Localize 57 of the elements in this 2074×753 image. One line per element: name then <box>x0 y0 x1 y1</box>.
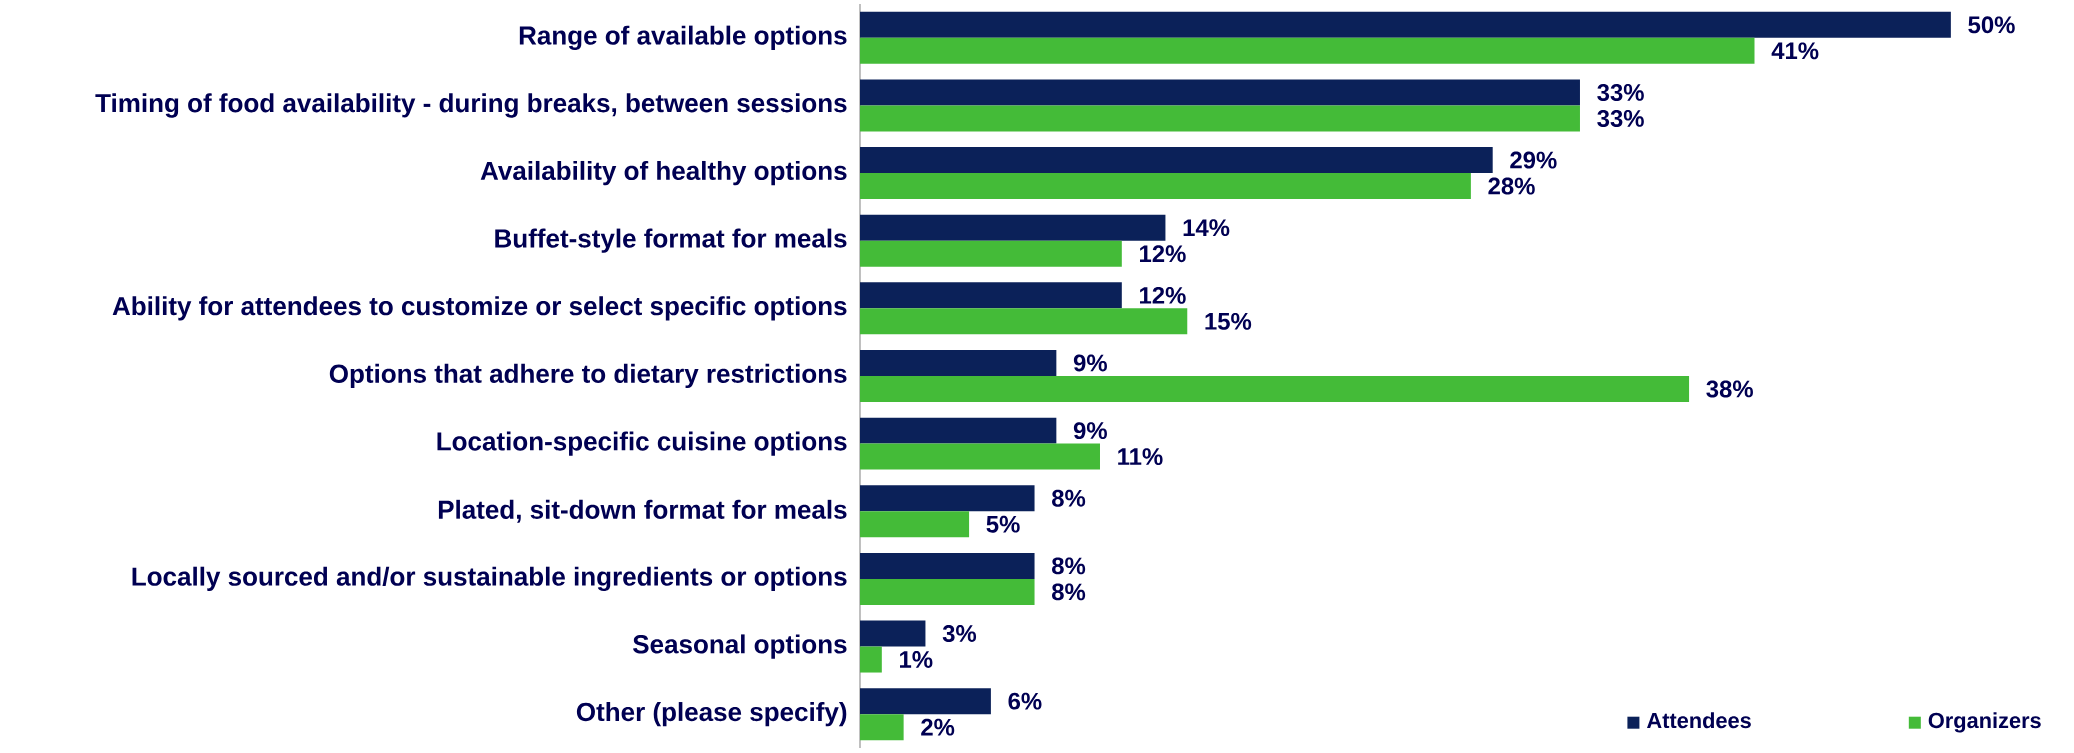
bar <box>860 646 882 673</box>
bar <box>860 105 1580 132</box>
y-tick-label: Timing of food availability - during breaks, between sessions <box>95 93 847 118</box>
bar <box>860 308 1188 335</box>
data-label: 14% <box>1183 219 1230 237</box>
bar <box>860 147 1493 174</box>
data-label: 15% <box>1205 312 1252 330</box>
bar <box>860 511 970 538</box>
bar <box>860 443 1100 470</box>
y-tick-label: Plated, sit-down format for meals <box>438 499 847 523</box>
data-label: 12% <box>1140 286 1186 304</box>
data-label: 38% <box>1706 380 1753 398</box>
data-label: 9% <box>1073 354 1107 372</box>
bar <box>860 282 1122 309</box>
data-label: 50% <box>1968 16 2015 34</box>
data-label: 2% <box>921 718 955 736</box>
bar <box>860 349 1057 376</box>
y-tick-label: Buffet-style format for meals <box>495 228 847 253</box>
bar <box>860 240 1122 267</box>
bar <box>860 552 1035 579</box>
data-label: 8% <box>1052 557 1086 575</box>
y-tick-label: Locally sourced and/or sustainable ingredients or options <box>132 566 847 592</box>
y-tick-label: Range of available options <box>519 25 847 50</box>
data-label: 3% <box>942 625 977 643</box>
bar <box>860 578 1035 605</box>
data-label: 6% <box>1008 692 1042 710</box>
legend-label: Organizers <box>1928 712 2041 733</box>
bar <box>860 79 1580 106</box>
data-label: 12% <box>1140 245 1186 263</box>
data-label: 41% <box>1771 42 1819 60</box>
y-tick-label: Options that adhere to dietary restrictions <box>329 363 847 389</box>
y-tick-label: Seasonal options <box>633 634 847 659</box>
y-tick-label: Ability for attendees to customize or select specific options <box>112 296 847 321</box>
data-label: 28% <box>1488 177 1535 195</box>
y-tick-label: Location-specific cuisine options <box>437 431 847 456</box>
legend-label: Attendees <box>1647 712 1751 729</box>
y-tick-label: Other (please specify) <box>576 702 847 727</box>
bar <box>860 620 926 647</box>
bar <box>860 375 1690 402</box>
data-label: 33% <box>1597 83 1644 101</box>
data-label: 8% <box>1052 489 1086 507</box>
bar <box>860 714 904 741</box>
data-label: 33% <box>1597 109 1644 127</box>
data-label: 29% <box>1510 151 1557 169</box>
bar <box>860 173 1471 200</box>
data-label: 9% <box>1073 422 1107 440</box>
bar <box>860 37 1755 64</box>
bar <box>860 11 1951 38</box>
data-label: 8% <box>1052 583 1086 601</box>
data-label: 11% <box>1118 448 1163 466</box>
bar <box>860 688 991 715</box>
bar <box>860 485 1035 512</box>
data-label: 5% <box>986 515 1020 533</box>
bar <box>860 417 1057 444</box>
y-tick-label: Availability of healthy options <box>480 160 847 186</box>
bar <box>860 214 1166 241</box>
data-label: 1% <box>900 651 933 668</box>
